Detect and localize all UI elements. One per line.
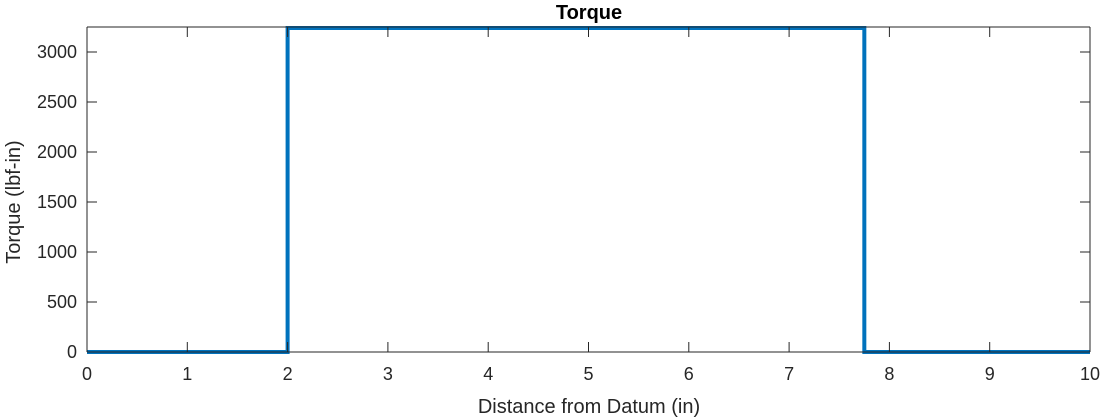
- x-tick-label: 0: [82, 364, 92, 384]
- y-tick-label: 2000: [37, 142, 77, 162]
- x-tick-label: 6: [684, 364, 694, 384]
- y-axis-ticks: 0 500 1000 1500 2000 2500 3000: [37, 42, 1090, 362]
- x-tick-label: 9: [985, 364, 995, 384]
- y-tick-label: 1500: [37, 192, 77, 212]
- y-tick-label: 2500: [37, 92, 77, 112]
- x-tick-label: 2: [283, 364, 293, 384]
- x-tick-label: 4: [483, 364, 493, 384]
- y-tick-label: 1000: [37, 242, 77, 262]
- y-tick-label: 500: [47, 292, 77, 312]
- plot-area: [87, 27, 1090, 352]
- y-tick-label: 3000: [37, 42, 77, 62]
- x-axis-label: Distance from Datum (in): [478, 396, 700, 418]
- x-tick-label: 8: [884, 364, 894, 384]
- x-tick-label: 3: [383, 364, 393, 384]
- y-tick-label: 0: [67, 342, 77, 362]
- x-tick-label: 1: [182, 364, 192, 384]
- chart-title: Torque: [556, 2, 622, 24]
- y-axis-label: Torque (lbf-in): [3, 140, 25, 263]
- x-axis-ticks: 0 1 2 3 4 5 6 7 8 9 10: [82, 27, 1100, 384]
- x-tick-label: 10: [1080, 364, 1100, 384]
- plot-background: [87, 27, 1090, 352]
- x-tick-label: 7: [784, 364, 794, 384]
- x-tick-label: 5: [583, 364, 593, 384]
